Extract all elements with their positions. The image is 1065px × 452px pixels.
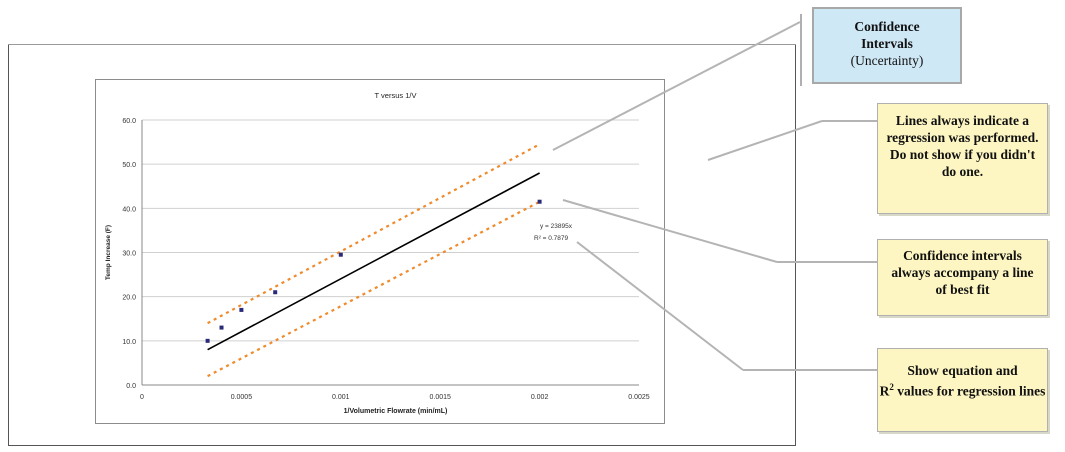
callout-confidence-sub: (Uncertainty) <box>850 53 924 68</box>
callout-equation-note: Show equation and R2 values for regressi… <box>877 348 1048 432</box>
callout-equation-text-1: Show equation and <box>907 363 1018 378</box>
data-point <box>219 325 224 330</box>
x-tick-label: 0 <box>140 394 144 401</box>
callout-equation-r: R <box>879 383 890 399</box>
y-tick-label: 30.0 <box>122 251 136 258</box>
callout-ci-note: Confidence intervals always accompany a … <box>877 239 1048 316</box>
y-tick-label: 50.0 <box>122 162 136 169</box>
x-tick-label: 0.001 <box>332 394 350 401</box>
y-tick-label: 20.0 <box>122 295 136 302</box>
connector-eq-a <box>576 241 744 371</box>
confidence-callout-bar <box>800 14 802 86</box>
connector-ci-a <box>562 199 778 263</box>
data-point <box>338 252 343 257</box>
data-point <box>239 307 244 312</box>
data-point <box>273 290 278 295</box>
x-tick-label: 0.0025 <box>628 394 650 401</box>
x-tick-label: 0.002 <box>531 394 549 401</box>
chart-title: T versus 1/V <box>375 91 417 100</box>
y-tick-label: 40.0 <box>122 206 136 213</box>
y-axis-label: Temp Increase (F) <box>105 225 112 280</box>
frame-top-line <box>8 44 796 45</box>
y-tick-label: 10.0 <box>122 339 136 346</box>
data-point <box>205 338 210 343</box>
callout-equation-sup: 2 <box>889 382 894 392</box>
regression-line <box>207 172 540 351</box>
x-tick-label: 0.0015 <box>429 394 451 401</box>
callout-regression-text: Lines always indicate a regression was p… <box>886 113 1039 179</box>
connector-confidence <box>552 21 801 151</box>
chart-area: 0.0 10.0 20.0 30.0 40.0 50.0 60.0 0 0.0005 0.001 0… <box>95 79 665 424</box>
callout-regression-note: Lines always indicate a regression was p… <box>877 103 1048 214</box>
y-tick-label: 0.0 <box>126 383 136 390</box>
chart-svg: 0.0 10.0 20.0 30.0 40.0 50.0 60.0 0 0.0005 0.001 0… <box>105 91 650 415</box>
r2-label: R² = 0.7879 <box>534 235 569 242</box>
connector-regression-a <box>707 120 823 161</box>
equation-label: y = 23895x <box>540 223 573 230</box>
y-tick-label: 60.0 <box>122 118 136 125</box>
x-tick-label: 0.0005 <box>231 394 253 401</box>
data-point <box>537 199 542 204</box>
callout-ci-text: Confidence intervals always accompany a … <box>891 248 1034 297</box>
callout-confidence-intervals: Confidence Intervals (Uncertainty) <box>812 7 962 84</box>
callout-confidence-title: Confidence Intervals <box>854 19 920 51</box>
x-axis-label: 1/Volumetric Flowrate (min/mL) <box>344 408 448 415</box>
callout-equation-text-2: values for regression lines <box>893 383 1046 399</box>
